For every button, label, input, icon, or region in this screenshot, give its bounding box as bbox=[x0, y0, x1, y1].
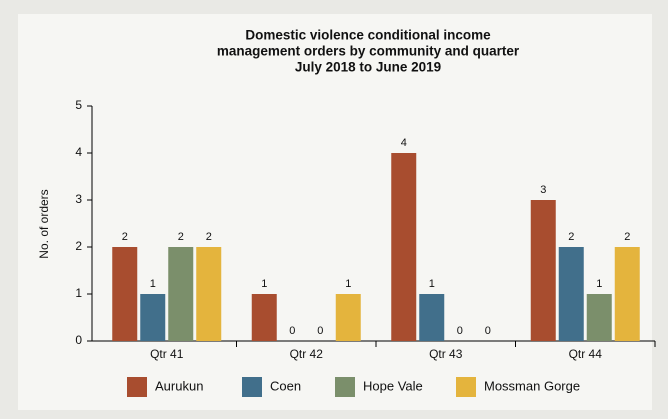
bar bbox=[112, 247, 138, 341]
data-label: 3 bbox=[540, 184, 546, 196]
y-tick-label: 0 bbox=[75, 333, 82, 347]
data-label: 0 bbox=[485, 325, 491, 337]
data-label: 2 bbox=[206, 231, 212, 243]
x-tick-label: Qtr 42 bbox=[290, 347, 324, 361]
data-label: 2 bbox=[624, 231, 630, 243]
data-label: 1 bbox=[150, 278, 156, 290]
legend-swatch bbox=[242, 377, 262, 397]
y-tick-label: 2 bbox=[75, 239, 82, 253]
data-label: 1 bbox=[345, 278, 351, 290]
chart-title: Domestic violence conditional income bbox=[245, 28, 491, 43]
legend-label: Mossman Gorge bbox=[484, 378, 580, 393]
y-tick-label: 4 bbox=[75, 145, 82, 159]
bar bbox=[140, 294, 166, 341]
legend-swatch bbox=[127, 377, 147, 397]
y-axis-label: No. of orders bbox=[37, 189, 51, 258]
data-label: 2 bbox=[568, 231, 574, 243]
bar bbox=[530, 200, 556, 341]
data-label: 2 bbox=[122, 231, 128, 243]
x-tick-label: Qtr 43 bbox=[429, 347, 463, 361]
data-label: 0 bbox=[289, 325, 295, 337]
bar bbox=[168, 247, 194, 341]
data-label: 4 bbox=[401, 137, 407, 149]
data-label: 0 bbox=[457, 325, 463, 337]
data-label: 1 bbox=[261, 278, 267, 290]
legend-swatch bbox=[456, 377, 476, 397]
chart-title: July 2018 to June 2019 bbox=[295, 60, 441, 75]
data-label: 1 bbox=[596, 278, 602, 290]
data-label: 0 bbox=[317, 325, 323, 337]
bar bbox=[391, 153, 417, 341]
bar bbox=[251, 294, 277, 341]
bar bbox=[586, 294, 612, 341]
y-tick-label: 1 bbox=[75, 286, 82, 300]
data-label: 1 bbox=[429, 278, 435, 290]
y-tick-label: 3 bbox=[75, 192, 82, 206]
bar bbox=[419, 294, 445, 341]
legend-label: Coen bbox=[270, 378, 301, 393]
bar bbox=[558, 247, 584, 341]
legend-label: Hope Vale bbox=[363, 378, 423, 393]
y-tick-label: 5 bbox=[75, 98, 82, 112]
bar bbox=[614, 247, 640, 341]
x-tick-label: Qtr 44 bbox=[569, 347, 603, 361]
legend-label: Aurukun bbox=[155, 378, 203, 393]
legend-swatch bbox=[335, 377, 355, 397]
x-tick-label: Qtr 41 bbox=[150, 347, 184, 361]
data-label: 2 bbox=[178, 231, 184, 243]
chart-title: management orders by community and quart… bbox=[217, 44, 520, 59]
bar bbox=[335, 294, 361, 341]
bar bbox=[196, 247, 222, 341]
